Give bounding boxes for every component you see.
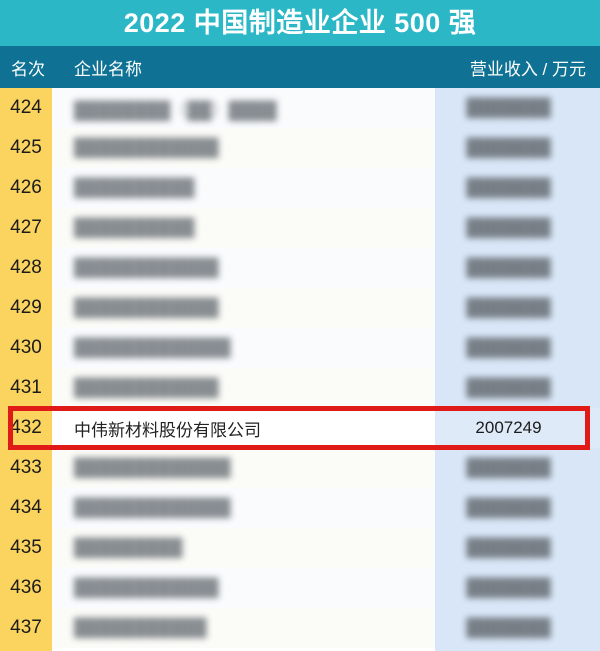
cell-company-name: 中伟新材料股份有限公司: [52, 408, 435, 448]
table-row[interactable]: 433 █████████████ ███████: [0, 448, 600, 488]
cell-revenue: ███████: [435, 128, 600, 168]
table-row[interactable]: 425 ████████████ ███████: [0, 128, 600, 168]
redacted-revenue: ███████: [466, 578, 551, 597]
redacted-company-name: ████████████: [74, 378, 219, 397]
redacted-revenue: ███████: [466, 258, 551, 277]
cell-company-name: ████████████: [52, 248, 435, 288]
cell-rank: 427: [0, 208, 52, 248]
table-body: 424 ████████（██）████ ███████ 425 ███████████…: [0, 88, 600, 651]
cell-revenue: ███████: [435, 88, 600, 128]
redacted-company-name: ██████████: [74, 178, 195, 197]
redacted-company-name: ████████（██）████: [74, 100, 277, 120]
redacted-revenue: ███████: [466, 618, 551, 637]
redacted-company-name: █████████████: [74, 498, 231, 517]
cell-rank: 437: [0, 608, 52, 648]
cell-revenue: ███████: [435, 288, 600, 328]
cell-rank: 426: [0, 168, 52, 208]
redacted-company-name: ██████████: [74, 218, 195, 237]
company-name: 中伟新材料股份有限公司: [74, 420, 261, 440]
table-row[interactable]: 427 ██████████ ███████: [0, 208, 600, 248]
redacted-revenue: ███████: [466, 178, 551, 197]
redacted-revenue: ███████: [466, 458, 551, 477]
cell-revenue: 2007249: [435, 408, 600, 448]
cell-rank: 436: [0, 568, 52, 608]
cell-revenue: ███████: [435, 448, 600, 488]
cell-company-name: ██████████: [52, 208, 435, 248]
cell-rank: 428: [0, 248, 52, 288]
cell-company-name: ██████████: [52, 168, 435, 208]
cell-company-name: ████████（██）████: [52, 88, 435, 128]
redacted-revenue: ███████: [466, 538, 551, 557]
cell-company-name: █████████████: [52, 488, 435, 528]
table-column-header: 名次 企业名称 营业收入 / 万元: [0, 46, 600, 88]
redacted-revenue: ███████: [466, 98, 551, 117]
cell-rank: 433: [0, 448, 52, 488]
cell-company-name: ████████████: [52, 568, 435, 608]
table-row[interactable]: 432 中伟新材料股份有限公司 2007249: [0, 408, 600, 448]
column-header-company-name: 企业名称: [74, 59, 142, 79]
cell-revenue: ███████: [435, 368, 600, 408]
cell-rank: 425: [0, 128, 52, 168]
table-row[interactable]: 429 ████████████ ███████: [0, 288, 600, 328]
cell-rank: 432: [0, 408, 52, 448]
redacted-revenue: ███████: [466, 138, 551, 157]
redacted-company-name: █████████████: [74, 338, 231, 357]
cell-rank: 430: [0, 328, 52, 368]
table-row[interactable]: 435 █████████ ███████: [0, 528, 600, 568]
redacted-company-name: ████████████: [74, 258, 219, 277]
column-header-rank: 名次: [11, 59, 45, 79]
column-header-revenue: 营业收入 / 万元: [469, 59, 586, 79]
title-bar: 2022 中国制造业企业 500 强: [0, 0, 600, 46]
cell-company-name: ████████████: [52, 128, 435, 168]
redacted-company-name: █████████: [74, 538, 183, 557]
cell-company-name: ████████████: [52, 368, 435, 408]
cell-revenue: ███████: [435, 328, 600, 368]
cell-company-name: █████████████: [52, 328, 435, 368]
redacted-company-name: ████████████: [74, 138, 219, 157]
cell-revenue: ███████: [435, 608, 600, 648]
redacted-company-name: ███████████: [74, 618, 207, 637]
cell-rank: 424: [0, 88, 52, 128]
redacted-revenue: ███████: [466, 338, 551, 357]
redacted-company-name: ████████████: [74, 298, 219, 317]
redacted-revenue: ███████: [466, 378, 551, 397]
table-row[interactable]: 436 ████████████ ███████: [0, 568, 600, 608]
table-row[interactable]: 434 █████████████ ███████: [0, 488, 600, 528]
revenue-value: 2007249: [475, 418, 542, 437]
cell-rank: 435: [0, 528, 52, 568]
cell-rank: 429: [0, 288, 52, 328]
table-row[interactable]: 430 █████████████ ███████: [0, 328, 600, 368]
cell-revenue: ███████: [435, 488, 600, 528]
cell-company-name: ███████████: [52, 608, 435, 648]
redacted-revenue: ███████: [466, 498, 551, 517]
cell-company-name: █████████████: [52, 448, 435, 488]
page-title: 2022 中国制造业企业 500 强: [123, 8, 477, 38]
table-row[interactable]: 426 ██████████ ███████: [0, 168, 600, 208]
cell-company-name: █████████: [52, 528, 435, 568]
redacted-company-name: ████████████: [74, 578, 219, 597]
cell-revenue: ███████: [435, 248, 600, 288]
cell-revenue: ███████: [435, 568, 600, 608]
cell-rank: 431: [0, 368, 52, 408]
redacted-company-name: █████████████: [74, 458, 231, 477]
cell-company-name: ████████████: [52, 288, 435, 328]
table-row[interactable]: 424 ████████（██）████ ███████: [0, 88, 600, 128]
redacted-revenue: ███████: [466, 218, 551, 237]
cell-revenue: ███████: [435, 528, 600, 568]
cell-revenue: ███████: [435, 208, 600, 248]
cell-rank: 434: [0, 488, 52, 528]
table-row[interactable]: 428 ████████████ ███████: [0, 248, 600, 288]
table-row[interactable]: 431 ████████████ ███████: [0, 368, 600, 408]
redacted-revenue: ███████: [466, 298, 551, 317]
cell-revenue: ███████: [435, 168, 600, 208]
table-row[interactable]: 437 ███████████ ███████: [0, 608, 600, 648]
